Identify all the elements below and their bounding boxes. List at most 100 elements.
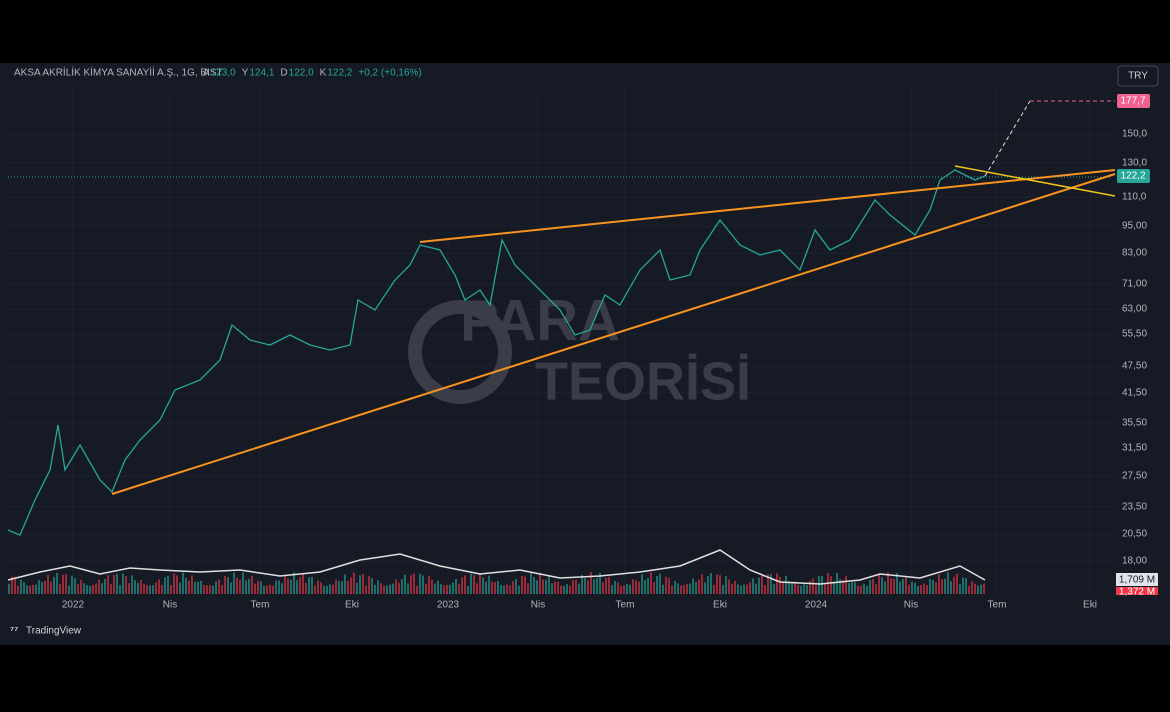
volume-bar xyxy=(647,578,649,594)
volume-bar xyxy=(479,572,481,594)
volume-bar xyxy=(881,577,883,594)
trend-line xyxy=(954,165,1116,197)
volume-bar xyxy=(542,579,544,594)
trend-line xyxy=(419,169,1116,243)
ohlc-value: 124,1 xyxy=(249,68,274,79)
volume-bar xyxy=(536,580,538,594)
volume-bar xyxy=(659,573,661,594)
volume-bar xyxy=(167,575,169,594)
volume-bar xyxy=(581,574,583,594)
volume-bar xyxy=(698,579,700,594)
volume-bar xyxy=(29,585,31,594)
volume-bar xyxy=(806,585,808,594)
volume-bar xyxy=(707,575,709,594)
volume-bar xyxy=(776,573,778,594)
volume-bar xyxy=(950,581,952,594)
volume-bar xyxy=(350,577,352,594)
ohlc-label: Y xyxy=(242,68,249,79)
volume-bar xyxy=(188,580,190,594)
volume-bar xyxy=(218,579,220,594)
volume-bar xyxy=(422,575,424,594)
currency-label[interactable]: TRY xyxy=(1128,71,1148,82)
volume-bar xyxy=(170,585,172,594)
volume-bar xyxy=(242,572,244,594)
volume-bar xyxy=(53,576,55,594)
volume-bar xyxy=(95,583,97,594)
volume-bar xyxy=(911,581,913,594)
volume-bar xyxy=(758,577,760,594)
volume-bar xyxy=(38,580,40,594)
time-label: 2022 xyxy=(62,600,85,611)
volume-bar xyxy=(140,580,142,594)
volume-bar xyxy=(131,575,133,594)
volume-bar xyxy=(860,585,862,594)
volume-bar xyxy=(959,583,961,594)
currency-button[interactable] xyxy=(1117,65,1159,87)
volume-bar xyxy=(494,582,496,594)
volume-bar xyxy=(392,583,394,594)
volume-bar xyxy=(752,578,754,594)
volume-bar xyxy=(59,583,61,594)
volume-bar xyxy=(848,582,850,594)
volume-bar xyxy=(419,573,421,594)
volume-bar xyxy=(632,579,634,594)
volume-bar xyxy=(233,572,235,594)
volume-bar xyxy=(362,573,364,594)
time-label: 2024 xyxy=(805,600,828,611)
volume-bar xyxy=(347,580,349,594)
time-label: Eki xyxy=(1083,600,1097,611)
volume-bar xyxy=(44,580,46,594)
volume-bar xyxy=(272,585,274,594)
volume-bar xyxy=(851,582,853,594)
volume-bar xyxy=(326,585,328,594)
volume-bar xyxy=(500,585,502,594)
volume-bar xyxy=(983,583,985,594)
volume-bar xyxy=(14,576,16,594)
time-label: Eki xyxy=(345,600,359,611)
volume-bar xyxy=(611,585,613,594)
volume-bar xyxy=(704,582,706,594)
volume-bar xyxy=(941,579,943,594)
volume-bar xyxy=(593,579,595,594)
volume-bar xyxy=(512,581,514,594)
price-label: 20,50 xyxy=(1122,529,1147,540)
volume-bar xyxy=(812,578,814,594)
volume-bar xyxy=(932,579,934,594)
volume-bar xyxy=(854,582,856,594)
volume-bar xyxy=(116,573,118,594)
volume-bar xyxy=(923,583,925,594)
time-label: 2023 xyxy=(437,600,460,611)
volume-bar xyxy=(926,585,928,594)
volume-bar xyxy=(50,581,52,594)
volume-bar xyxy=(815,585,817,594)
symbol: AKSA AKRİLİK KİMYA SANAYİİ A.Ş., 1G, BIS… xyxy=(14,66,223,79)
volume-bar xyxy=(437,580,439,594)
volume-bar xyxy=(197,581,199,594)
volume-bar xyxy=(794,581,796,594)
volume-bar xyxy=(782,582,784,594)
volume-bar xyxy=(401,579,403,594)
volume-bar xyxy=(98,579,100,594)
volume-bar xyxy=(497,581,499,594)
volume-bar xyxy=(92,584,94,594)
volume-bar xyxy=(128,583,130,594)
volume-bar xyxy=(110,584,112,594)
price-label: 27,50 xyxy=(1122,471,1147,482)
volume-bar xyxy=(764,585,766,594)
volume-tag xyxy=(1116,573,1158,586)
volume-bar xyxy=(713,584,715,594)
volume-bar xyxy=(245,580,247,594)
volume-bar xyxy=(113,574,115,594)
volume-bar xyxy=(662,584,664,594)
target-price: 177,7 xyxy=(1120,96,1145,107)
volume-bar xyxy=(644,580,646,594)
volume-bar xyxy=(872,579,874,594)
change: +0,2 (+0,16%) xyxy=(358,68,421,79)
volume-bar xyxy=(686,584,688,594)
volume-bar xyxy=(296,580,298,594)
volume-bar xyxy=(692,578,694,594)
volume-bar xyxy=(809,581,811,594)
volume-bar xyxy=(212,585,214,594)
volume-bar xyxy=(413,573,415,594)
volume-bar xyxy=(125,575,127,594)
